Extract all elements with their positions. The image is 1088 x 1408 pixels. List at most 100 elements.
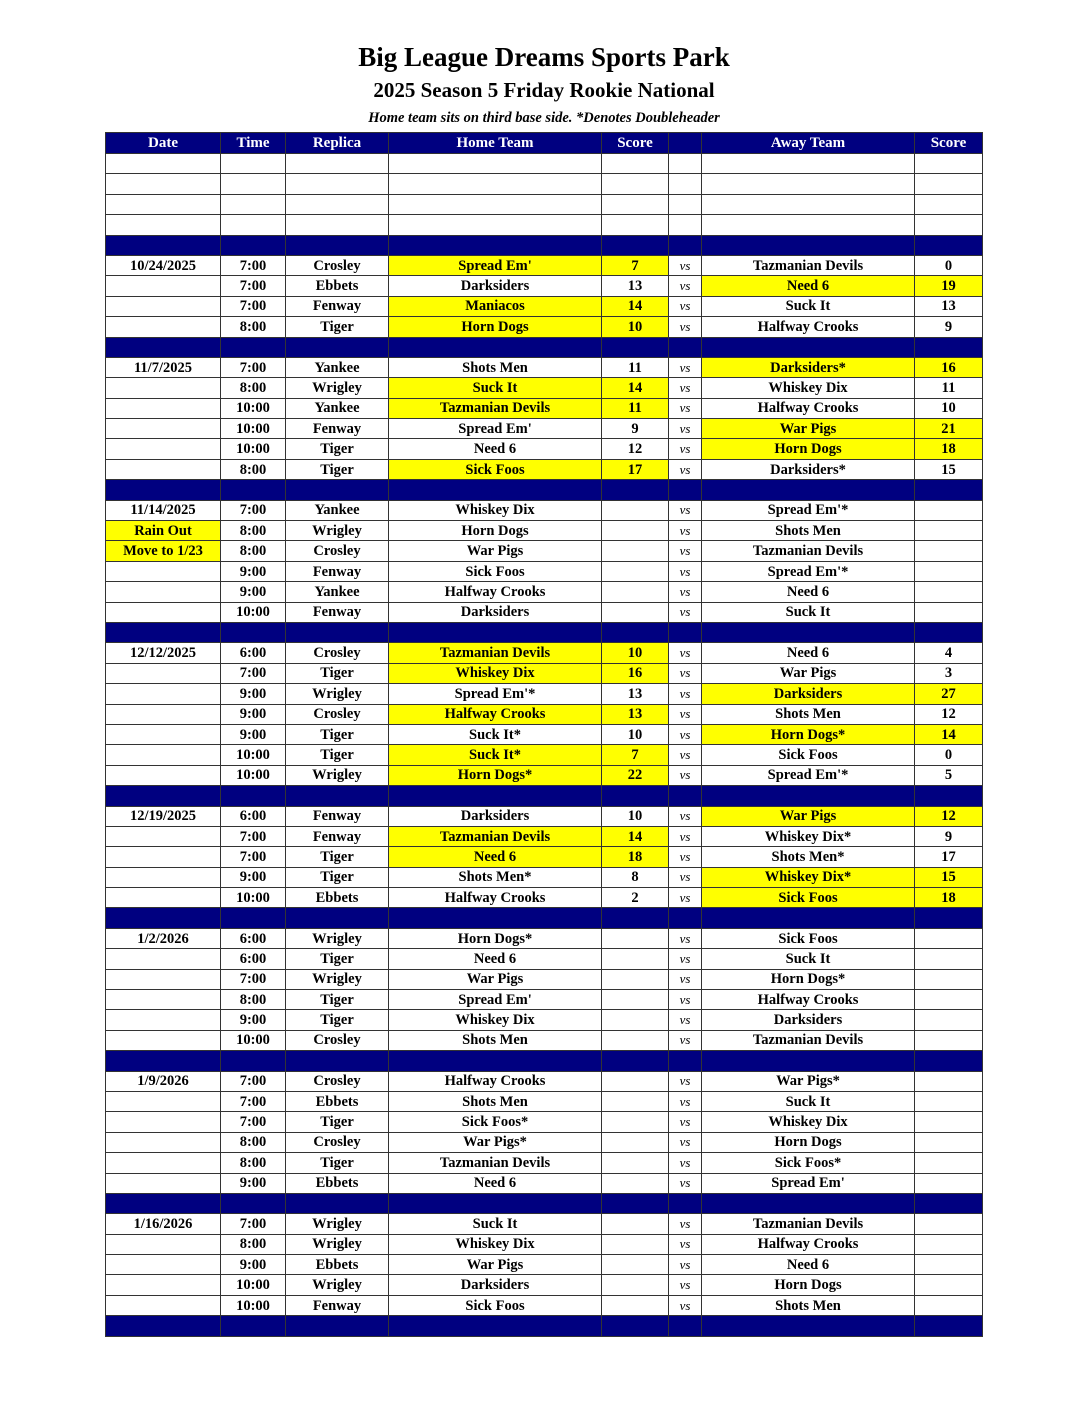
away-team: Tazmanian Devils [701,1213,915,1235]
empty-cell [220,1050,286,1072]
game-time: 9:00 [220,866,286,889]
game-time: 10:00 [220,1274,286,1296]
game-row: 9:00 Ebbets War Pigs vs Need 6 [105,1254,983,1276]
game-replica: Yankee [285,397,389,420]
empty-cell [701,336,915,358]
game-row: 8:00 Tiger Tazmanian Devils vs Sick Foos* [105,1152,983,1174]
home-team: Horn Dogs [388,520,602,542]
home-score: 12 [601,438,669,460]
away-team: Horn Dogs* [701,968,915,991]
vs-label: vs [668,866,702,889]
vs-label: vs [668,540,702,562]
game-time: 7:00 [220,1111,286,1133]
empty-cell [105,234,221,256]
game-date: 1/16/2026 [105,1213,221,1235]
col-vs [668,132,702,154]
empty-cell [601,336,669,358]
game-row: 10:00 Crosley Shots Men vs Tazmanian Devils [105,1029,983,1052]
away-score: 14 [914,723,983,746]
game-row: 7:00 Ebbets Shots Men vs Suck It [105,1090,983,1113]
home-score: 13 [601,683,669,705]
away-team: Shots Men [701,703,915,725]
away-team: Need 6 [701,1254,915,1276]
game-date [105,1172,221,1194]
game-time: 10:00 [220,744,286,766]
game-date [105,377,221,399]
away-team: Shots Men* [701,846,915,868]
game-replica: Tiger [285,458,389,481]
game-row: 8:00 Wrigley Whiskey Dix vs Halfway Crooks [105,1233,983,1256]
game-replica: Tiger [285,846,389,868]
game-time: 7:00 [220,275,286,297]
home-team: War Pigs* [388,1131,602,1154]
home-team: Tazmanian Devils [388,642,602,664]
game-date [105,295,221,318]
home-score [601,499,669,522]
game-time: 8:00 [220,316,286,338]
home-team: Tazmanian Devils [388,1152,602,1174]
empty-cell [388,1315,602,1337]
col-date: Date [105,132,221,154]
vs-label: vs [668,1213,702,1235]
game-replica: Crosley [285,642,389,664]
game-replica: Crosley [285,703,389,725]
away-score [914,1152,983,1174]
game-replica: Crosley [285,254,389,277]
game-replica: Ebbets [285,1172,389,1194]
empty-cell [105,479,221,501]
away-score [914,948,983,970]
empty-cell [914,1315,983,1337]
away-team: Darksiders [701,1009,915,1031]
game-row: 10:00 Ebbets Halfway Crooks 2 vs Sick Foos 18 [105,887,983,909]
vs-label: vs [668,1274,702,1296]
home-score: 13 [601,275,669,297]
away-score: 15 [914,866,983,889]
game-replica: Tiger [285,948,389,970]
home-score [601,927,669,950]
game-row: 9:00 Fenway Sick Foos vs Spread Em'* [105,560,983,583]
game-time: 9:00 [220,1009,286,1031]
empty-cell [601,907,669,929]
game-date [105,418,221,440]
empty-cell [285,336,389,358]
game-row: 8:00 Wrigley Suck It 14 vs Whiskey Dix 11 [105,377,983,399]
empty-cell [914,152,983,175]
empty-cell [701,152,915,175]
empty-cell [601,785,669,807]
col-home-score: Score [601,132,669,154]
away-score: 5 [914,764,983,787]
home-team: Suck It [388,377,602,399]
game-row: 12/12/2025 6:00 Crosley Tazmanian Devils 10 v… [105,642,983,664]
away-team: Need 6 [701,275,915,297]
game-row: 11/14/2025 7:00 Yankee Whiskey Dix vs Spread … [105,499,983,522]
home-team: Sick Foos [388,560,602,583]
empty-cell [220,907,286,929]
home-score [601,1152,669,1174]
home-score [601,601,669,623]
vs-label: vs [668,581,702,603]
home-team: Darksiders [388,275,602,297]
blank-row [105,214,983,236]
vs-label: vs [668,356,702,379]
game-time: 9:00 [220,723,286,746]
empty-cell [388,479,602,501]
game-time: 8:00 [220,458,286,481]
empty-cell [105,1192,221,1215]
empty-cell [914,785,983,807]
game-time: 7:00 [220,295,286,318]
away-team: Horn Dogs* [701,723,915,746]
game-date [105,1274,221,1296]
vs-label: vs [668,377,702,399]
game-replica: Tiger [285,866,389,889]
away-team: Halfway Crooks [701,1233,915,1256]
away-team: Sick Foos [701,744,915,766]
empty-cell [914,621,983,644]
game-date: 11/7/2025 [105,356,221,379]
game-time: 10:00 [220,397,286,420]
away-score [914,1090,983,1113]
game-replica: Ebbets [285,275,389,297]
home-score: 18 [601,846,669,868]
empty-cell [220,173,286,195]
home-score [601,1029,669,1052]
game-row: 7:00 Tiger Sick Foos* vs Whiskey Dix [105,1111,983,1133]
